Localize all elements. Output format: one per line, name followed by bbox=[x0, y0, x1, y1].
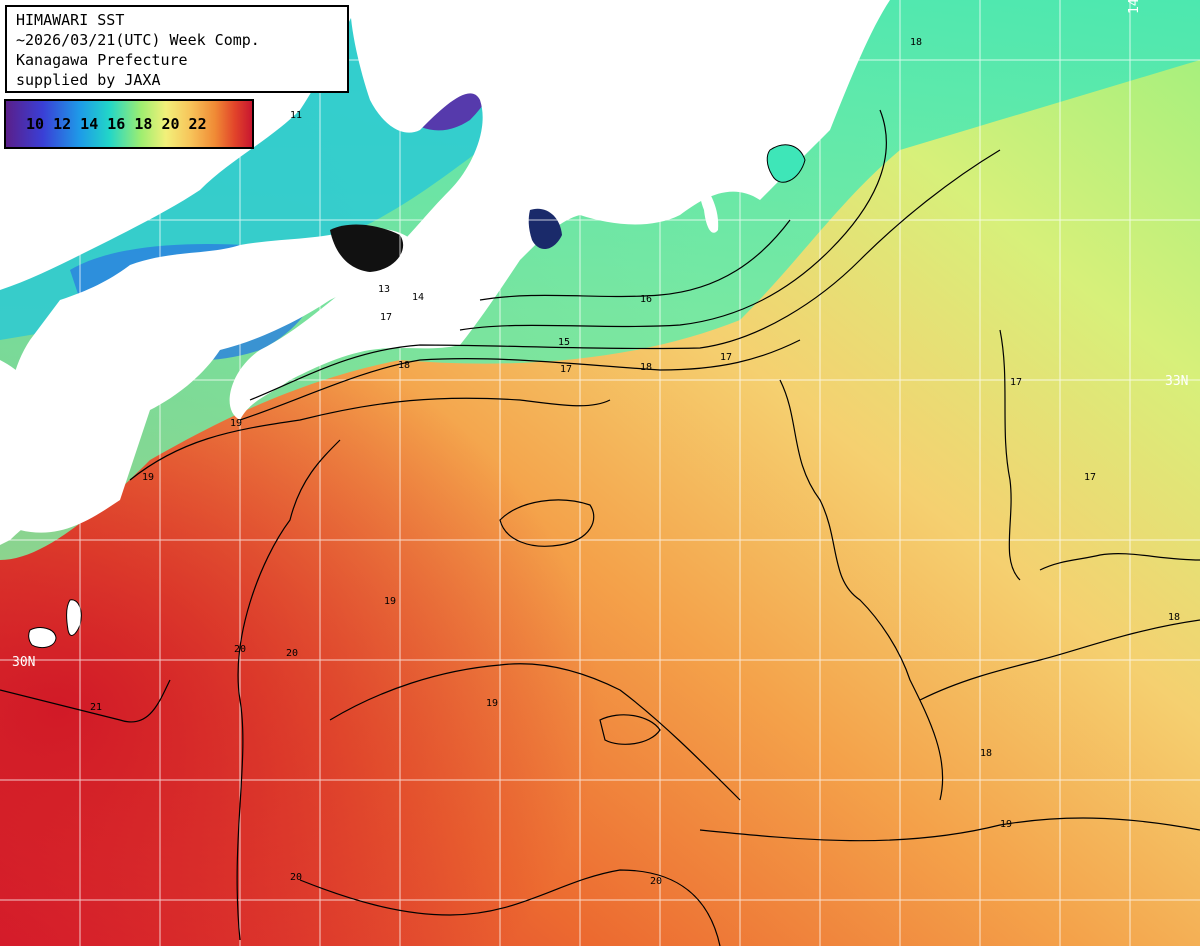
legend-scale-labels: 10 12 14 16 18 20 22 bbox=[26, 115, 207, 133]
title-info-box: HIMAWARI SST ~2026/03/21(UTC) Week Comp.… bbox=[5, 5, 349, 93]
contour-value-label: 18 bbox=[980, 748, 992, 759]
lat-label-30n: 30N bbox=[12, 655, 35, 670]
isotherm-contours bbox=[0, 109, 1200, 946]
contour-value-label: 17 bbox=[1084, 472, 1096, 483]
contour-value-label: 15 bbox=[558, 337, 570, 348]
contour-value-label: 19 bbox=[1000, 819, 1012, 830]
contour-19-south bbox=[329, 663, 741, 801]
contour-18 bbox=[239, 339, 801, 421]
contour-value-label: 17 bbox=[380, 312, 392, 323]
contour-17-east bbox=[999, 329, 1021, 581]
contour-value-label: 17 bbox=[1010, 377, 1022, 388]
lon-label-136e: 136E bbox=[485, 11, 500, 42]
contour-value-label: 17 bbox=[720, 352, 732, 363]
contour-16 bbox=[459, 109, 887, 331]
product-title: HIMAWARI SST bbox=[16, 11, 125, 29]
composite-date: ~2026/03/21(UTC) Week Comp. bbox=[16, 31, 260, 49]
contour-value-label: 18 bbox=[398, 360, 410, 371]
masked-area bbox=[528, 208, 562, 250]
contour-value-label: 17 bbox=[560, 364, 572, 375]
contour-20-south bbox=[299, 869, 721, 946]
contour-15 bbox=[479, 219, 791, 301]
contour-patch bbox=[499, 499, 595, 547]
contour-value-label: 18 bbox=[640, 362, 652, 373]
landmass-shikoku bbox=[8, 228, 421, 533]
contour-value-label: 20 bbox=[286, 648, 298, 659]
contour-20 bbox=[236, 439, 341, 941]
contour-18-east bbox=[779, 379, 944, 801]
landmass-honshu bbox=[229, 0, 890, 420]
contour-value-label: 20 bbox=[234, 644, 246, 655]
contour-value-label: 20 bbox=[290, 872, 302, 883]
contour-value-label: 21 bbox=[90, 702, 102, 713]
contour-value-label: 16 bbox=[640, 294, 652, 305]
island-east bbox=[766, 144, 806, 183]
masked-area bbox=[330, 224, 404, 272]
legend-color-bar bbox=[6, 101, 252, 147]
temperature-color-legend: 10 12 14 16 18 20 22 bbox=[4, 99, 254, 149]
lat-label-33n: 33N bbox=[1165, 374, 1188, 389]
data-source: supplied by JAXA bbox=[16, 71, 161, 89]
contour-19-east bbox=[699, 817, 1200, 842]
contour-19 bbox=[129, 397, 611, 481]
contour-value-label: 19 bbox=[230, 418, 242, 429]
island-small-1 bbox=[28, 627, 57, 649]
contour-17-mid bbox=[1039, 553, 1200, 571]
region-name: Kanagawa Prefecture bbox=[16, 51, 188, 69]
contour-value-label: 18 bbox=[910, 37, 922, 48]
contour-value-label: 18 bbox=[1168, 612, 1180, 623]
contour-17 bbox=[249, 149, 1001, 401]
contour-value-label: 19 bbox=[142, 472, 154, 483]
contour-value-label: 14 bbox=[412, 292, 424, 303]
contour-value-label: 19 bbox=[486, 698, 498, 709]
contour-18-mid bbox=[919, 619, 1200, 701]
contour-value-label: 13 bbox=[378, 284, 390, 295]
lon-label-140e: 140E bbox=[1127, 0, 1142, 14]
contour-value-label: 19 bbox=[384, 596, 396, 607]
landmass-kii bbox=[0, 360, 75, 545]
contour-value-label: 11 bbox=[290, 110, 302, 121]
contour-21 bbox=[0, 679, 171, 723]
contour-patch bbox=[599, 714, 661, 745]
contour-value-label: 20 bbox=[650, 876, 662, 887]
